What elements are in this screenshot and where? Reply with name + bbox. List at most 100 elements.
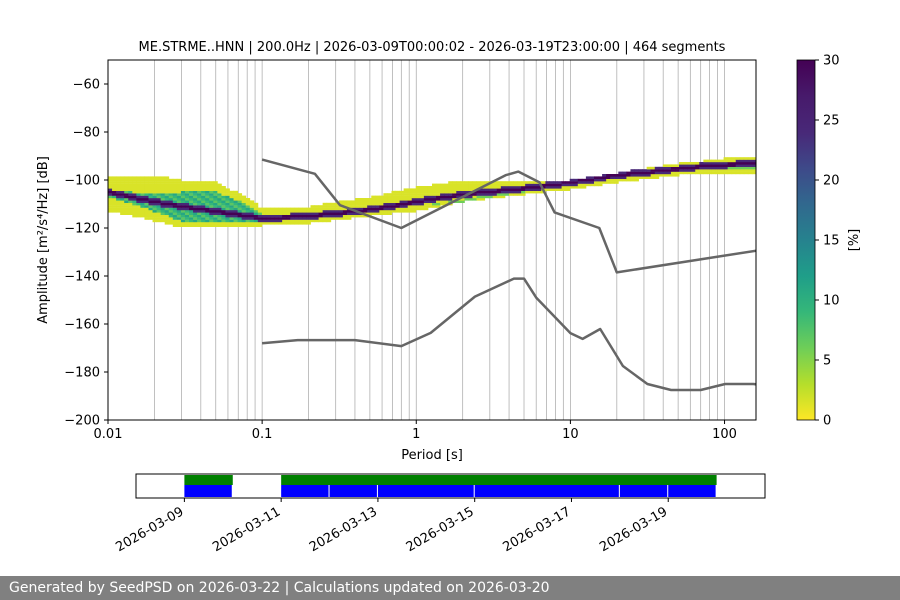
psd-cell (432, 195, 437, 199)
timeline-tick-label: 2026-03-19 (597, 504, 670, 555)
psd-column (642, 169, 648, 179)
psd-cell (379, 202, 384, 206)
psd-cell (464, 195, 469, 199)
psd-cell (184, 181, 190, 184)
psd-cell (448, 181, 453, 184)
psd-cell (695, 166, 700, 170)
psd-cell (496, 188, 502, 191)
psd-column (630, 169, 635, 182)
psd-cell (164, 190, 170, 194)
psd-cell (314, 205, 319, 208)
psd-column (432, 183, 437, 208)
psd-cell (666, 164, 672, 167)
psd-cell (112, 186, 117, 189)
psd-cell (598, 181, 603, 184)
psd-cell (120, 186, 125, 189)
psd-cell (205, 193, 210, 196)
x-axis: 0.01 0.1 1 10 100 (94, 420, 737, 442)
psd-column (638, 169, 643, 179)
psd-cell (205, 224, 210, 227)
psd-cell (180, 193, 186, 196)
psd-cell (359, 202, 364, 206)
psd-cell (172, 205, 178, 208)
psd-cell (160, 214, 166, 218)
psd-cell (436, 198, 441, 201)
psd-cell (136, 195, 141, 199)
psd-cell (233, 207, 238, 211)
psd-cell (136, 188, 141, 191)
psd-cell (557, 181, 562, 184)
psd-cell (184, 222, 190, 225)
psd-cell (249, 207, 255, 211)
psd-cell (112, 210, 117, 213)
psd-cell (739, 171, 745, 175)
psd-cell (132, 210, 137, 213)
psd-cell (164, 200, 170, 203)
psd-cell (245, 214, 251, 218)
psd-cell (464, 198, 469, 201)
psd-cell (270, 210, 275, 213)
psd-cell (476, 198, 481, 201)
psd-cell (108, 193, 113, 196)
psd-cell (193, 193, 198, 196)
psd-cell (610, 174, 615, 177)
psd-cell (229, 205, 234, 208)
psd-cell (136, 193, 141, 196)
psd-cell (201, 217, 206, 220)
psd-column (695, 162, 700, 175)
psd-cell (124, 188, 129, 191)
psd-column (589, 176, 595, 187)
psd-cell (314, 217, 319, 220)
psd-column (658, 166, 664, 177)
psd-cell (241, 222, 247, 225)
psd-cell (614, 181, 619, 184)
psd-cell (715, 166, 720, 170)
psd-column (602, 174, 607, 184)
psd-cell (160, 219, 166, 223)
psd-cell (525, 188, 530, 191)
psd-cell (415, 193, 421, 196)
x-axis-label: Period [s] (401, 448, 463, 463)
psd-cell (201, 202, 206, 206)
psd-cell (189, 222, 194, 225)
psd-cell (581, 178, 587, 182)
psd-cell (537, 190, 542, 194)
psd-cell (387, 210, 392, 213)
psd-cell (233, 200, 238, 203)
psd-cell (338, 207, 344, 211)
psd-cell (184, 212, 190, 215)
psd-cell (351, 200, 356, 203)
psd-cell (460, 183, 465, 187)
psd-cell (480, 193, 486, 196)
psd-cell (691, 169, 696, 172)
psd-cell (209, 212, 214, 215)
psd-cell (286, 210, 291, 213)
psd-cell (322, 210, 328, 213)
psd-cell (128, 193, 133, 196)
psd-cell (322, 207, 328, 211)
psd-cell (140, 186, 145, 189)
psd-column (168, 178, 174, 225)
psd-cell (176, 212, 182, 215)
psd-column (128, 176, 133, 215)
psd-cell (128, 198, 133, 201)
psd-cell (152, 207, 157, 211)
psd-cell (282, 210, 287, 213)
psd-cell (172, 219, 178, 223)
psd-cell (233, 198, 238, 201)
psd-column (650, 166, 656, 179)
colorbar-tick-label: 10 (823, 294, 840, 309)
psd-cell (128, 212, 133, 215)
psd-cell (436, 183, 441, 187)
psd-cell (553, 183, 558, 187)
psd-cell (508, 190, 514, 194)
psd-cell (233, 195, 238, 199)
psd-cell (290, 217, 295, 220)
psd-column (545, 181, 550, 191)
psd-column (581, 178, 587, 189)
psd-cell (302, 212, 307, 215)
psd-cell (525, 181, 530, 184)
psd-cell (201, 186, 206, 189)
y-axis: −200−180−160−140−120−100−80−60 (64, 78, 108, 429)
y-tick-label: −120 (64, 222, 100, 237)
